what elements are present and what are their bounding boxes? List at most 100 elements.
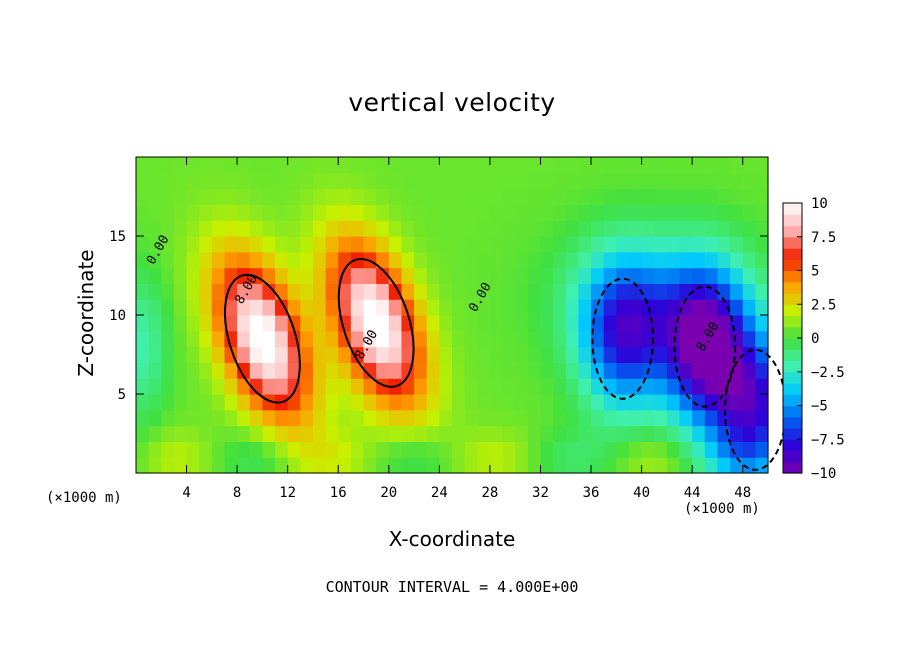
- heatmap-cell: [616, 330, 630, 348]
- heatmap-cell: [224, 204, 238, 221]
- heatmap-cell: [628, 236, 643, 253]
- heatmap-cell: [515, 425, 529, 442]
- heatmap-cell: [477, 188, 491, 205]
- heatmap-cell: [565, 299, 579, 316]
- heatmap-cell: [388, 188, 403, 205]
- heatmap-cell: [338, 188, 352, 205]
- heatmap-cell: [161, 409, 175, 427]
- heatmap-cell: [173, 251, 188, 269]
- heatmap-cell: [148, 188, 162, 205]
- heatmap-cell: [426, 315, 440, 332]
- heatmap-cell: [388, 441, 403, 458]
- heatmap-cell: [730, 330, 744, 348]
- heatmap-cell: [161, 188, 175, 205]
- colorbar-band: [783, 371, 802, 384]
- heatmap-cell: [641, 204, 655, 221]
- heatmap-cell: [527, 283, 542, 300]
- heatmap-cell: [755, 267, 769, 284]
- heatmap-cell: [704, 220, 719, 237]
- heatmap-cell: [666, 251, 681, 269]
- heatmap-cell: [540, 204, 554, 221]
- heatmap-cell: [591, 236, 605, 253]
- x-tick-label: 12: [279, 485, 296, 501]
- heatmap-cell: [591, 251, 605, 269]
- heatmap-cell: [742, 441, 756, 458]
- heatmap-cell: [325, 157, 339, 174]
- heatmap-cell: [211, 267, 226, 284]
- heatmap-cell: [186, 188, 200, 205]
- heatmap-cell: [211, 188, 226, 205]
- heatmap-cell: [237, 409, 251, 427]
- heatmap-cell: [237, 172, 251, 190]
- heatmap-cell: [628, 330, 643, 348]
- heatmap-cell: [464, 425, 478, 442]
- heatmap-cell: [426, 283, 440, 300]
- heatmap-cell: [692, 378, 706, 395]
- heatmap-cell: [338, 236, 352, 253]
- heatmap-cell: [591, 457, 605, 474]
- heatmap-cell: [654, 236, 668, 253]
- heatmap-cell: [527, 409, 542, 427]
- heatmap-cell: [338, 251, 352, 269]
- heatmap-cell: [704, 457, 719, 474]
- heatmap-cell: [730, 188, 744, 205]
- heatmap-cell: [452, 204, 466, 221]
- heatmap-cell: [224, 236, 238, 253]
- heatmap-cell: [591, 409, 605, 427]
- heatmap-cell: [363, 362, 377, 379]
- heatmap-cell: [249, 330, 263, 348]
- heatmap-cell: [199, 457, 213, 474]
- heatmap-cell: [515, 346, 529, 363]
- heatmap-cell: [452, 441, 466, 458]
- heatmap-cell: [742, 394, 756, 411]
- heatmap-cell: [527, 157, 542, 174]
- y-tick-label: 10: [109, 308, 126, 324]
- heatmap-cell: [262, 267, 276, 284]
- heatmap-cell: [464, 346, 478, 363]
- heatmap-cell: [464, 251, 478, 269]
- heatmap-cell: [527, 251, 542, 269]
- heatmap-cell: [350, 172, 365, 190]
- heatmap-cell: [426, 409, 440, 427]
- heatmap-cell: [704, 409, 719, 427]
- heatmap-cell: [464, 236, 478, 253]
- heatmap-cell: [578, 236, 592, 253]
- heatmap-cell: [654, 204, 668, 221]
- colorbar-tick-label: 2.5: [811, 297, 836, 313]
- heatmap-cell: [578, 220, 592, 237]
- heatmap-cell: [540, 457, 554, 474]
- heatmap-cell: [136, 441, 150, 458]
- heatmap-cell: [692, 236, 706, 253]
- heatmap-cell: [616, 362, 630, 379]
- heatmap-cell: [237, 283, 251, 300]
- heatmap-cell: [148, 267, 162, 284]
- heatmap-cell: [628, 457, 643, 474]
- heatmap-cell: [199, 251, 213, 269]
- heatmap-cell: [136, 425, 150, 442]
- heatmap-cell: [312, 251, 327, 269]
- heatmap-cell: [641, 267, 655, 284]
- heatmap-cell: [161, 299, 175, 316]
- heatmap-cell: [249, 425, 263, 442]
- heatmap-cell: [300, 236, 314, 253]
- heatmap-cell: [237, 425, 251, 442]
- heatmap-cell: [136, 378, 150, 395]
- heatmap-cell: [325, 315, 339, 332]
- heatmap-cell: [211, 283, 226, 300]
- heatmap-cell: [199, 204, 213, 221]
- heatmap-cell: [312, 457, 327, 474]
- heatmap-cell: [704, 394, 719, 411]
- colorbar: [783, 203, 802, 474]
- heatmap-cell: [439, 220, 453, 237]
- heatmap-cell: [477, 251, 491, 269]
- x-tick-label: 44: [684, 485, 701, 501]
- heatmap-cell: [224, 457, 238, 474]
- heatmap-cell: [300, 299, 314, 316]
- heatmap-cell: [666, 425, 681, 442]
- heatmap-cell: [527, 315, 542, 332]
- heatmap-cell: [363, 299, 377, 316]
- heatmap-cell: [553, 299, 567, 316]
- colorbar-tick-label: −10: [811, 466, 836, 482]
- heatmap-cell: [414, 315, 428, 332]
- heatmap-cell: [275, 409, 289, 427]
